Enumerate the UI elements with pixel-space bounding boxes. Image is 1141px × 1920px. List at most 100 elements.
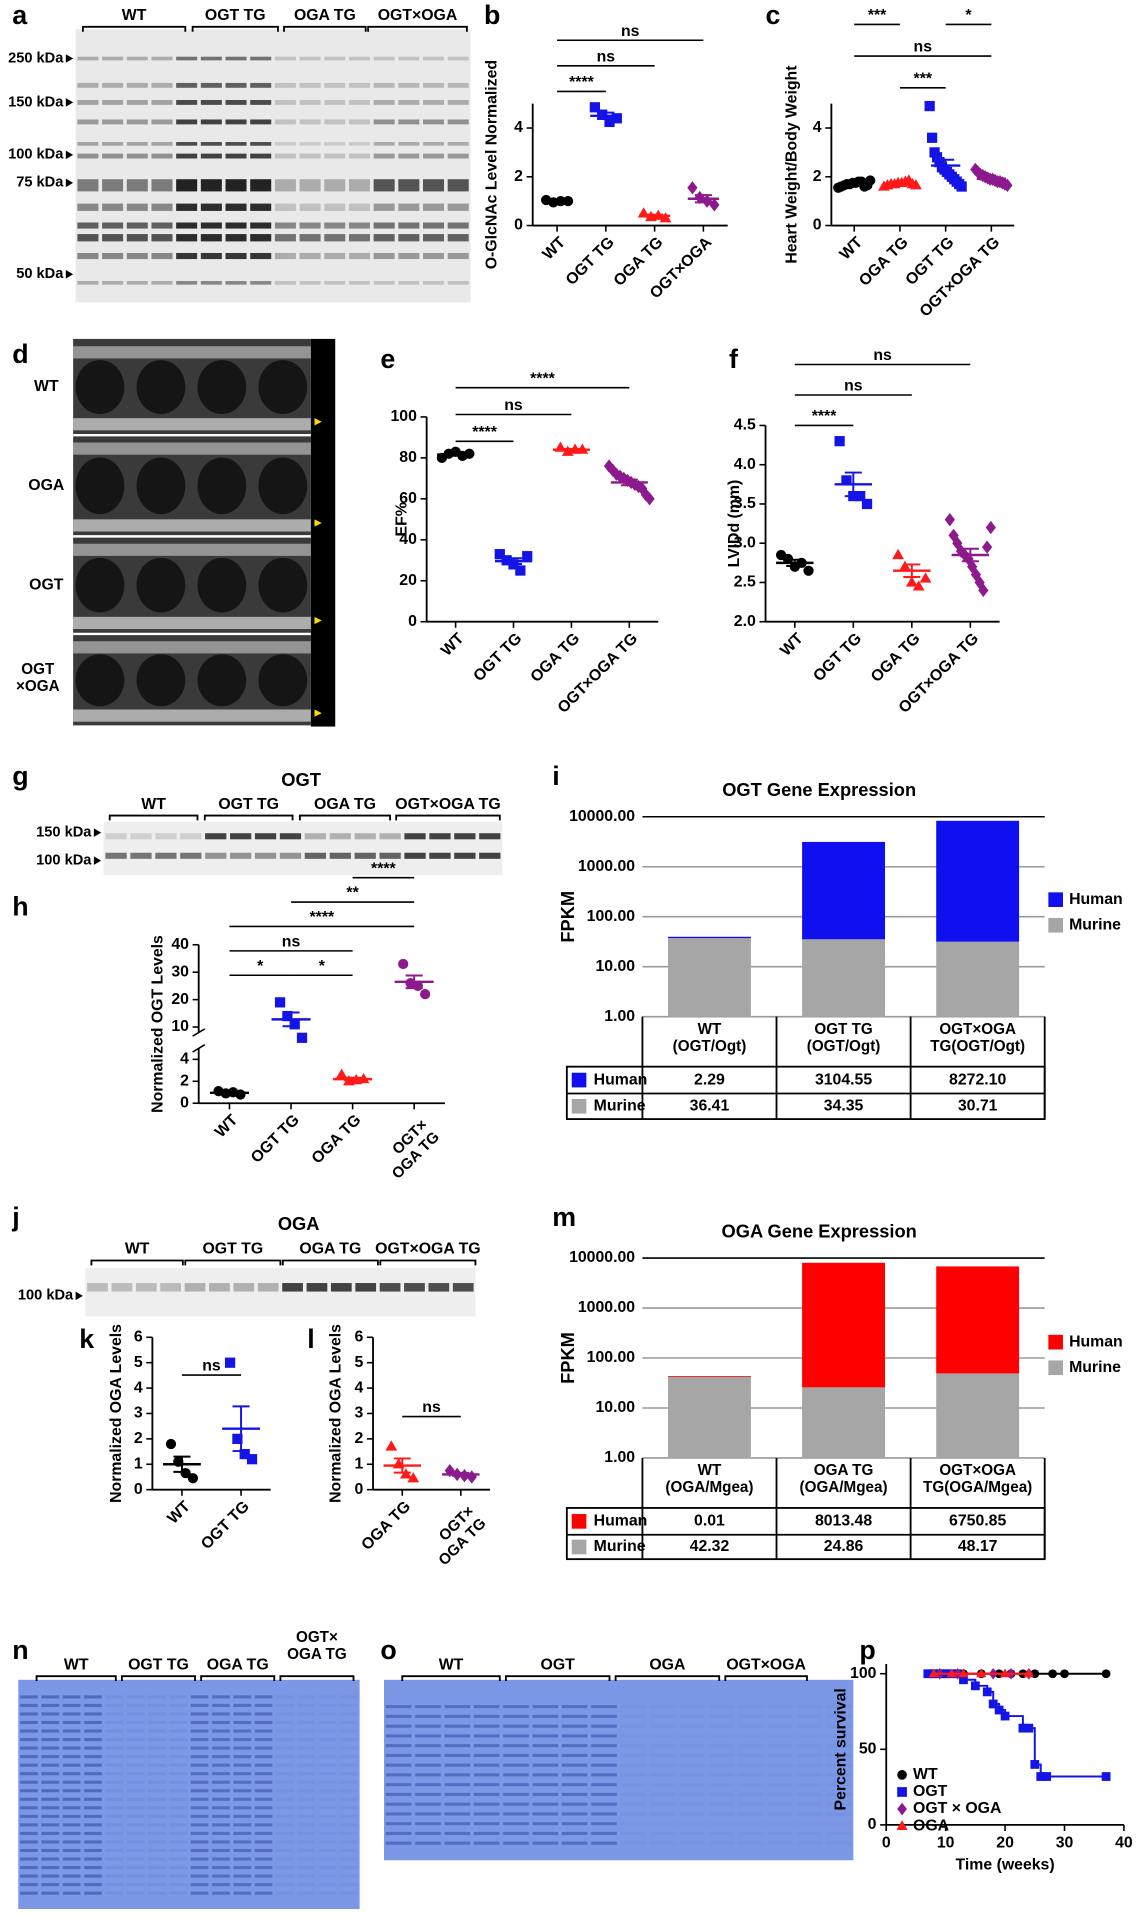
x-tick-label: WT <box>837 234 867 264</box>
blot-band <box>126 1746 145 1750</box>
lane-label: OGT×OGA TG <box>375 1241 480 1258</box>
y-tick-label: 20 <box>399 572 417 589</box>
lane-bracket <box>279 1675 355 1682</box>
blot-band <box>473 1802 500 1806</box>
error-bar <box>344 1076 362 1082</box>
table-swatch <box>571 1072 587 1088</box>
point <box>1048 1669 1058 1679</box>
blot-image <box>383 1679 854 1861</box>
blot-band <box>324 234 346 242</box>
y-tick-label: 3.0 <box>734 534 756 551</box>
table-cell: 48.17 <box>958 1538 998 1555</box>
blot-band <box>105 1789 124 1793</box>
blot-band <box>355 1283 377 1292</box>
blot-band <box>151 119 173 125</box>
marker-arrow <box>65 54 74 63</box>
blot-band <box>126 1848 145 1853</box>
blot-band <box>212 1755 230 1759</box>
legend-marker <box>896 1820 908 1831</box>
blot-band <box>84 1695 102 1699</box>
blot-band <box>324 179 346 192</box>
bar-segment <box>668 1376 751 1377</box>
blot-band <box>348 281 370 285</box>
blot-band <box>62 1823 81 1827</box>
blot-band <box>84 1823 102 1827</box>
blot-band <box>225 153 247 159</box>
blot-band <box>87 1283 108 1292</box>
blot-band <box>297 1823 316 1827</box>
blot-band <box>84 1746 102 1750</box>
blot-band <box>84 1738 102 1742</box>
blot-band <box>233 1755 252 1759</box>
x-tick-label: OGT TG <box>563 234 618 289</box>
blot-band <box>340 1720 358 1725</box>
significance-label: ns <box>844 378 863 395</box>
blot-band <box>297 1883 316 1887</box>
significance-label: *** <box>914 70 933 87</box>
blot-band <box>62 1883 81 1887</box>
point <box>982 1687 992 1697</box>
blot-band <box>297 1789 316 1793</box>
blot-band <box>126 1823 145 1827</box>
blot-band <box>148 1840 166 1844</box>
blot-band <box>169 1814 188 1818</box>
blot-band <box>176 119 198 125</box>
blot-band <box>620 1803 646 1806</box>
blot-band <box>126 281 148 285</box>
blot-band <box>348 234 370 242</box>
significance-label: * <box>965 7 972 24</box>
blot-band <box>297 1720 316 1725</box>
echo-cavity <box>258 360 308 415</box>
x-tick-label: OGT×OGA TG <box>917 234 1004 321</box>
blot-band <box>340 1738 358 1742</box>
blot-band <box>148 1763 166 1767</box>
blot-band <box>738 1832 764 1835</box>
blot-band <box>415 1831 441 1835</box>
blot-band <box>209 1283 230 1292</box>
blot-band <box>20 1814 38 1818</box>
blot-band <box>532 1724 559 1728</box>
blot-band <box>200 82 222 88</box>
blot-band <box>105 1720 124 1725</box>
blot-band <box>650 1832 676 1835</box>
blot-band <box>324 203 346 211</box>
blot-band <box>340 1891 358 1895</box>
blot-band <box>385 1744 412 1748</box>
blot-band <box>679 1773 705 1776</box>
blot-band <box>297 1806 316 1810</box>
blot-band <box>454 833 476 840</box>
blot-band <box>373 99 395 105</box>
blot-band <box>169 1763 188 1767</box>
blot-band <box>41 1874 60 1878</box>
blot-band <box>591 1802 617 1806</box>
blot-band <box>398 222 420 229</box>
blot-band <box>708 1842 734 1845</box>
blot-band <box>126 234 148 242</box>
point <box>905 576 918 587</box>
x-tick-label: WT <box>777 630 807 660</box>
blot-band <box>679 1754 705 1757</box>
blot-band <box>254 1763 273 1767</box>
blot-band <box>340 1780 358 1784</box>
blot-band <box>708 1705 734 1708</box>
blot-band <box>84 1720 102 1725</box>
x-tick-label: OGA TG <box>868 630 924 686</box>
blot-band <box>324 99 346 105</box>
blot-band <box>148 1891 166 1895</box>
blot-band <box>151 82 173 88</box>
legend-marker <box>897 1802 907 1816</box>
blot-band <box>398 179 420 192</box>
blot-band <box>254 1789 273 1793</box>
blot-band <box>250 281 272 285</box>
blot-band <box>767 1832 793 1835</box>
echo-band <box>73 418 311 431</box>
significance-label: **** <box>530 370 555 387</box>
lane-bracket <box>504 1675 611 1682</box>
blot-band <box>77 142 99 146</box>
point <box>923 1669 933 1679</box>
blot-band <box>340 1695 358 1699</box>
blot-band <box>41 1866 60 1870</box>
blot-band <box>169 1891 188 1895</box>
bar-segment <box>936 1266 1020 1374</box>
lane-bracket <box>35 1675 117 1682</box>
